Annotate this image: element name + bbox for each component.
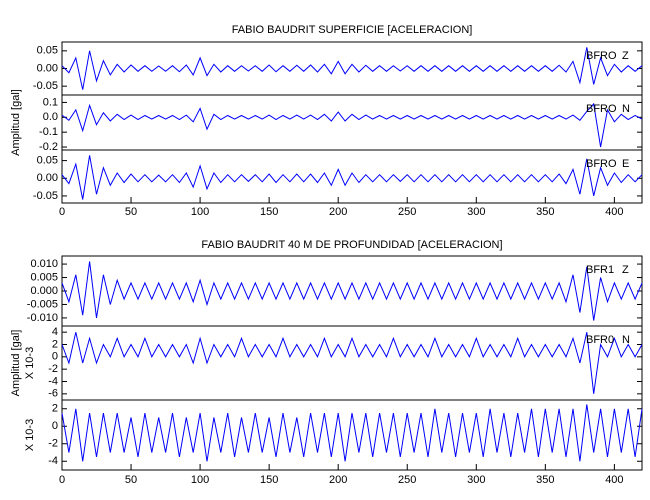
x-tick-label: 250: [398, 206, 416, 218]
x-tick-label: 400: [605, 474, 623, 486]
waveform: [61, 102, 643, 148]
station-label: BFR1: [586, 264, 614, 276]
y-tick-label: 0.00: [37, 62, 58, 74]
station-label: BFR0: [586, 334, 614, 346]
x-tick-label: 250: [398, 474, 416, 486]
station-label: BFRO: [586, 50, 617, 62]
panel-frame: [61, 94, 643, 151]
waveform: [61, 404, 643, 462]
y-tick-label: -0.005: [27, 298, 58, 310]
component-label: E: [622, 158, 629, 170]
x-tick-label: 50: [125, 206, 137, 218]
waveform: [61, 261, 643, 321]
y-tick-label: 2: [52, 403, 58, 415]
y-tick-label: 0.0: [43, 111, 58, 123]
x-tick-label: 150: [260, 206, 278, 218]
y-tick-label: 0: [52, 420, 58, 432]
waveform: [61, 155, 643, 200]
panel-frame: [61, 255, 643, 327]
waveform: [61, 47, 643, 90]
x-tick-label: 400: [605, 206, 623, 218]
y-tick-label: 0.000: [30, 285, 58, 297]
y-tick-label: 0.1: [43, 96, 58, 108]
component-label: Z: [622, 264, 629, 276]
scale-label: X 10-3: [24, 347, 36, 379]
component-label: Z: [622, 50, 629, 62]
x-tick-label: 0: [59, 206, 65, 218]
panel-frame: [61, 399, 643, 471]
y-tick-label: -4: [48, 375, 58, 387]
y-tick-label: -2: [48, 363, 58, 375]
y-tick-label: -0.05: [33, 80, 58, 92]
y-tick-label: -4: [48, 455, 58, 467]
chart-title: FABIO BAUDRIT 40 M DE PROFUNDIDAD [ACELE…: [201, 239, 502, 251]
y-tick-label: -0.1: [39, 126, 58, 138]
x-tick-label: 350: [536, 206, 554, 218]
y-tick-label: 0.005: [30, 271, 58, 283]
station-label: BFRO: [586, 158, 617, 170]
scale-label: X 10-3: [24, 419, 36, 451]
x-tick-label: 100: [191, 206, 209, 218]
y-tick-label: -6: [48, 388, 58, 400]
y-tick-label: 4: [52, 326, 58, 338]
component-label: N: [622, 103, 630, 115]
y-tick-label: 0: [52, 351, 58, 363]
y-tick-label: -0.010: [27, 312, 58, 324]
y-tick-label: 0.05: [37, 155, 58, 167]
y-axis-label: Amplitud [gal]: [10, 89, 22, 156]
x-tick-label: 150: [260, 474, 278, 486]
station-label: BFRO: [586, 103, 617, 115]
x-tick-label: 300: [467, 474, 485, 486]
y-tick-label: -2: [48, 438, 58, 450]
y-tick-label: 0.010: [30, 258, 58, 270]
x-tick-label: 0: [59, 474, 65, 486]
y-axis-label: Amplitud [gal]: [10, 330, 22, 397]
y-tick-label: 2: [52, 338, 58, 350]
y-tick-label: -0.2: [39, 141, 58, 153]
y-tick-label: -0.05: [33, 190, 58, 202]
x-tick-label: 200: [329, 206, 347, 218]
y-tick-label: 0.00: [37, 172, 58, 184]
y-tick-label: 0.05: [37, 45, 58, 57]
x-tick-label: 300: [467, 206, 485, 218]
component-label: N: [622, 334, 630, 346]
chart-title: FABIO BAUDRIT SUPERFICIE [ACELERACION]: [232, 24, 473, 36]
x-tick-label: 200: [329, 474, 347, 486]
x-tick-label: 100: [191, 474, 209, 486]
x-tick-label: 350: [536, 474, 554, 486]
x-tick-label: 50: [125, 474, 137, 486]
panel-frame: [61, 149, 643, 204]
waveform: [61, 332, 643, 394]
